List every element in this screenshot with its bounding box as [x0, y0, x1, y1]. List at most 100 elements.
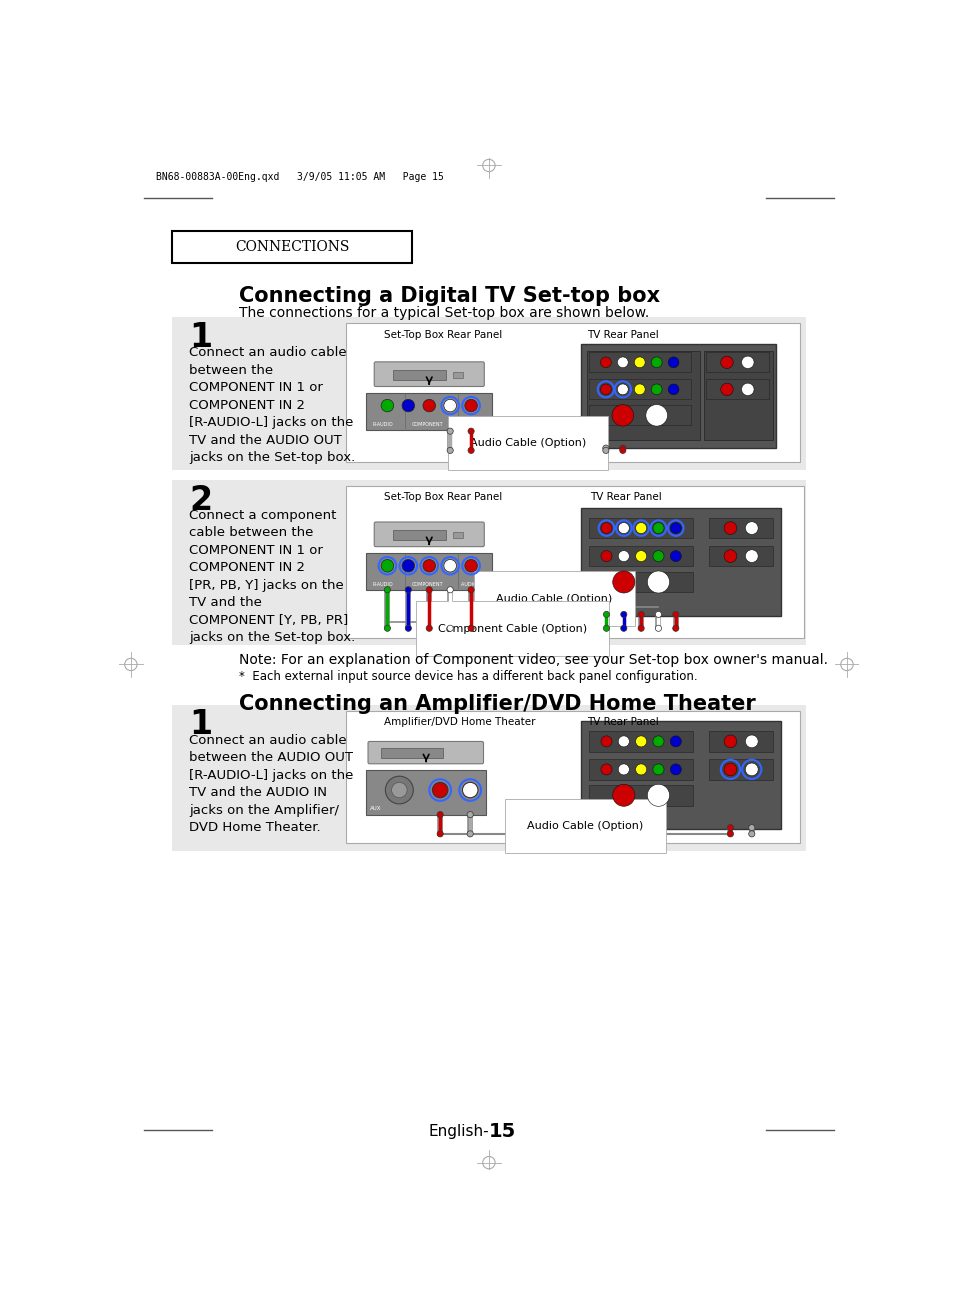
Circle shape — [600, 764, 612, 775]
Circle shape — [647, 784, 669, 806]
Text: CONNECTIONS: CONNECTIONS — [234, 241, 349, 254]
Text: AUDIO OUT: AUDIO OUT — [460, 581, 488, 586]
Circle shape — [405, 586, 411, 593]
Text: Audio Cable (Option): Audio Cable (Option) — [496, 593, 612, 604]
Bar — [172, 231, 412, 263]
Circle shape — [611, 405, 633, 426]
Circle shape — [617, 356, 628, 368]
Circle shape — [634, 384, 644, 394]
Circle shape — [426, 625, 432, 631]
Circle shape — [645, 405, 667, 426]
Bar — [589, 518, 693, 538]
Text: Component Cable (Option): Component Cable (Option) — [437, 623, 586, 634]
Bar — [172, 705, 805, 851]
Circle shape — [634, 356, 644, 368]
Text: Amplifier/DVD Home Theater: Amplifier/DVD Home Theater — [383, 717, 535, 727]
Bar — [708, 546, 772, 567]
Circle shape — [612, 571, 635, 593]
Circle shape — [651, 384, 661, 394]
Circle shape — [740, 383, 753, 396]
Circle shape — [647, 571, 669, 593]
Text: English-: English- — [428, 1124, 488, 1139]
Text: Connect a component
cable between the
COMPONENT IN 1 or
COMPONENT IN 2
[PR, PB, : Connect a component cable between the CO… — [189, 509, 355, 644]
Bar — [589, 759, 693, 780]
Circle shape — [723, 735, 736, 748]
Circle shape — [652, 522, 663, 534]
Circle shape — [635, 764, 646, 775]
Bar — [588, 405, 690, 425]
Text: Connect an audio cable
between the AUDIO OUT
[R-AUDIO-L] jacks on the
TV and the: Connect an audio cable between the AUDIO… — [189, 734, 353, 834]
Circle shape — [422, 400, 436, 412]
Circle shape — [436, 811, 443, 818]
Circle shape — [380, 559, 394, 572]
Circle shape — [723, 550, 736, 563]
FancyBboxPatch shape — [374, 522, 484, 547]
Bar — [393, 371, 445, 380]
Bar — [705, 380, 768, 400]
Bar — [589, 731, 693, 752]
Circle shape — [667, 384, 679, 394]
Circle shape — [635, 551, 646, 562]
Circle shape — [391, 782, 407, 798]
Circle shape — [401, 559, 415, 572]
Circle shape — [672, 611, 679, 618]
Circle shape — [670, 764, 680, 775]
Bar — [586, 351, 700, 439]
Circle shape — [655, 625, 660, 631]
Circle shape — [651, 356, 661, 368]
Circle shape — [401, 400, 415, 412]
Circle shape — [617, 384, 628, 394]
Bar — [708, 518, 772, 538]
Circle shape — [635, 522, 646, 534]
Bar — [708, 759, 772, 780]
Circle shape — [612, 784, 635, 806]
Text: The connections for a typical Set-top box are shown below.: The connections for a typical Set-top bo… — [239, 305, 649, 320]
Text: 1: 1 — [189, 709, 212, 742]
Circle shape — [385, 776, 413, 803]
Circle shape — [405, 625, 411, 631]
Circle shape — [443, 400, 456, 412]
Circle shape — [748, 825, 754, 831]
Circle shape — [726, 831, 733, 836]
Circle shape — [380, 400, 394, 412]
Circle shape — [384, 625, 390, 631]
Circle shape — [384, 586, 390, 593]
Circle shape — [599, 384, 611, 394]
Text: BN68-00883A-00Eng.qxd   3/9/05 11:05 AM   Page 15: BN68-00883A-00Eng.qxd 3/9/05 11:05 AM Pa… — [156, 172, 444, 181]
Bar — [703, 351, 772, 439]
Bar — [708, 731, 772, 752]
Circle shape — [422, 559, 436, 572]
Text: Set-Top Box Rear Panel: Set-Top Box Rear Panel — [383, 492, 501, 502]
Circle shape — [667, 356, 679, 368]
Text: Audio Cable (Option): Audio Cable (Option) — [527, 821, 642, 831]
Circle shape — [619, 447, 625, 454]
Text: COMPONENT: COMPONENT — [411, 422, 442, 426]
Text: 15: 15 — [488, 1122, 516, 1141]
Circle shape — [618, 764, 629, 775]
Bar — [453, 533, 462, 538]
Bar — [453, 372, 462, 377]
Circle shape — [620, 611, 626, 618]
Text: R-AUDIO: R-AUDIO — [373, 422, 393, 426]
Circle shape — [620, 625, 626, 631]
Circle shape — [748, 831, 754, 836]
Bar — [705, 352, 768, 372]
Bar — [366, 393, 492, 430]
Bar — [366, 552, 492, 589]
Circle shape — [467, 811, 473, 818]
Circle shape — [432, 782, 448, 798]
Bar — [365, 771, 485, 814]
Bar — [589, 572, 693, 592]
Circle shape — [740, 356, 753, 368]
Circle shape — [468, 429, 474, 434]
Circle shape — [618, 522, 629, 534]
Circle shape — [602, 447, 608, 454]
Text: Audio Cable (Option): Audio Cable (Option) — [470, 438, 585, 448]
Circle shape — [726, 825, 733, 831]
Circle shape — [652, 551, 663, 562]
Bar — [589, 785, 693, 806]
Bar — [346, 485, 802, 638]
Text: TV Rear Panel: TV Rear Panel — [586, 717, 658, 727]
Text: *  Each external input source device has a different back panel configuration.: * Each external input source device has … — [239, 669, 698, 682]
Circle shape — [635, 736, 646, 747]
